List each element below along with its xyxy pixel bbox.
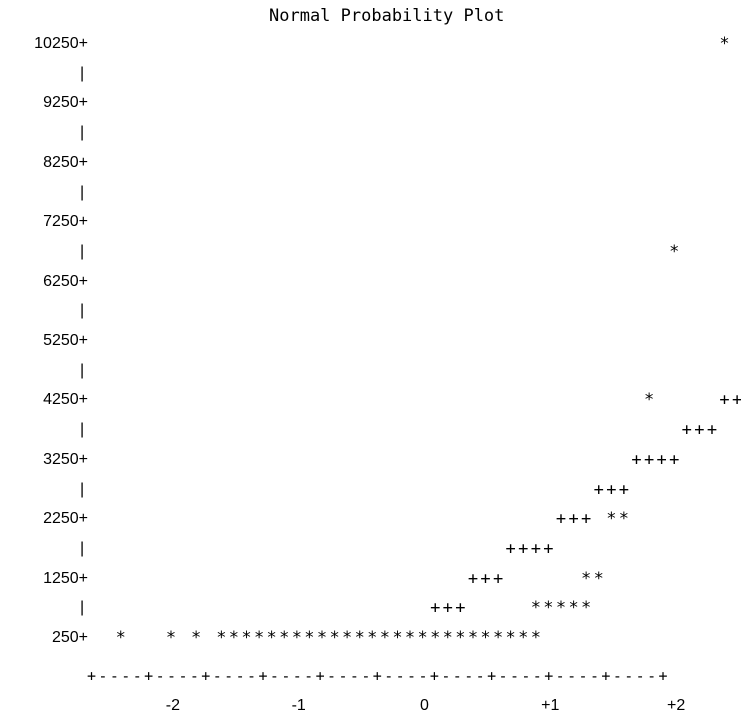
data-point: * [367,628,378,648]
reference-point: + [480,568,491,589]
data-point: * [543,598,554,619]
y-tick-label: 7250+ [43,213,88,231]
y-axis-segment: | [80,183,85,201]
y-axis-segment: | [80,302,85,320]
reference-point: + [492,568,504,589]
reference-point: + [568,509,579,530]
data-point: * [191,628,202,648]
x-axis-line: +----+----+----+----+----+----+----+----… [87,667,670,685]
data-point: * [643,390,655,411]
data-point: * [618,509,630,530]
y-axis-segment: | [80,421,85,439]
data-point: * [442,628,453,648]
data-point: * [719,34,730,54]
data-point: * [392,628,403,648]
y-axis-segment: | [80,361,85,379]
reference-point: + [555,509,567,530]
x-tick-label: -1 [291,697,306,714]
y-axis-segment: | [80,480,85,498]
y-tick-label: 5250+ [43,332,88,349]
data-point: * [467,628,479,648]
reference-point: + [656,449,667,470]
data-point: * [379,628,390,648]
data-point: * [241,628,252,648]
reference-point: + [732,390,741,411]
data-point: * [581,598,592,619]
reference-point: + [467,568,479,589]
reference-point: + [669,449,680,470]
y-tick-label: 3250+ [43,450,88,468]
reference-point: + [719,390,730,411]
y-axis-segment: | [80,242,85,260]
data-point: * [430,628,441,648]
chart-title: Normal Probability Plot [269,6,505,26]
data-point: * [593,568,604,589]
y-axis-segment: | [80,64,85,82]
y-axis-segment: | [80,599,85,617]
y-axis-segment: | [80,539,85,557]
reference-point: + [631,449,642,470]
data-point: * [253,628,265,648]
data-point: * [555,598,567,619]
y-tick-label: 10250+ [34,35,88,52]
x-tick-label: +1 [541,697,560,714]
data-point: * [228,628,240,648]
data-point: * [417,628,428,648]
y-tick-label: 2250+ [43,510,88,528]
reference-point: + [606,479,617,500]
reference-point: + [530,538,541,559]
reference-point: + [694,420,705,441]
data-point: * [581,568,592,589]
reference-point: + [430,598,441,619]
y-tick-label: 6250+ [43,272,88,290]
data-point: * [404,628,416,648]
reference-point: + [455,598,466,619]
x-tick-label: +2 [666,697,686,714]
reference-point: + [643,449,655,470]
reference-point: + [706,420,718,441]
reference-point: + [518,538,529,559]
y-tick-label: 250+ [51,629,88,646]
data-point: * [342,628,353,648]
data-point: * [492,628,504,648]
reference-point: + [442,598,453,619]
data-point: * [530,598,541,619]
data-point: * [669,241,680,262]
data-point: * [291,628,302,648]
reference-point: + [618,479,630,500]
y-axis-segment: | [80,124,85,142]
data-point: * [266,628,277,648]
data-point: * [606,509,617,530]
data-point: * [329,628,340,648]
data-point: * [316,628,328,648]
reference-point: + [543,538,554,559]
reference-point: + [593,479,604,500]
data-point: * [115,628,126,648]
y-tick-label: 8250+ [43,153,88,171]
x-tick-label: 0 [420,697,429,714]
data-point: * [505,628,516,648]
y-tick-label: 9250+ [43,94,88,112]
y-tick-label: 4250+ [43,391,88,409]
reference-point: + [581,509,592,530]
reference-point: + [681,420,692,441]
data-point: * [455,628,466,648]
data-point: * [216,628,227,648]
x-tick-label: -2 [165,697,181,714]
data-point: * [518,628,529,648]
data-point: * [279,628,290,648]
reference-point: + [505,538,516,559]
data-point: * [568,598,579,619]
data-point: * [480,628,491,648]
data-point: * [165,628,177,648]
data-point: * [530,628,541,648]
data-point: * [354,628,365,648]
y-tick-label: 1250+ [43,569,88,587]
data-point: * [304,628,315,648]
